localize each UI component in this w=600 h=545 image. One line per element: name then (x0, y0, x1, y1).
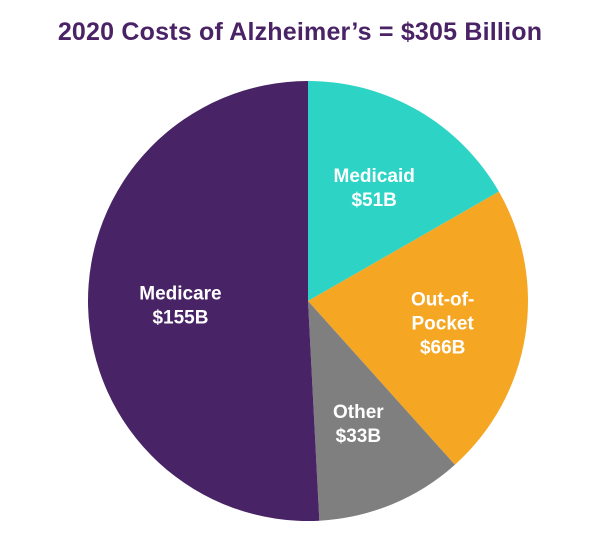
pie-label-medicaid: Medicaid $51B (334, 166, 415, 211)
pie-slice-out-of-pocket (308, 191, 528, 465)
pie-slice-medicare (87, 81, 320, 522)
pie-labels: Medicaid $51B Out-of-Pocket $66B Other $33B Me… (139, 166, 474, 447)
pie-label-medicare: Medicare $155B (139, 283, 221, 328)
chart-title: 2020 Costs of Alzheimer’s = $305 Billion (57, 18, 543, 46)
pie-slice-medicaid (308, 81, 499, 301)
pie-slices (87, 81, 528, 522)
pie-label-other: Other $33B (333, 402, 384, 447)
pie-label-out-of-pocket: Out-of-Pocket $66B (411, 290, 474, 359)
pie-slice-other (308, 301, 455, 521)
